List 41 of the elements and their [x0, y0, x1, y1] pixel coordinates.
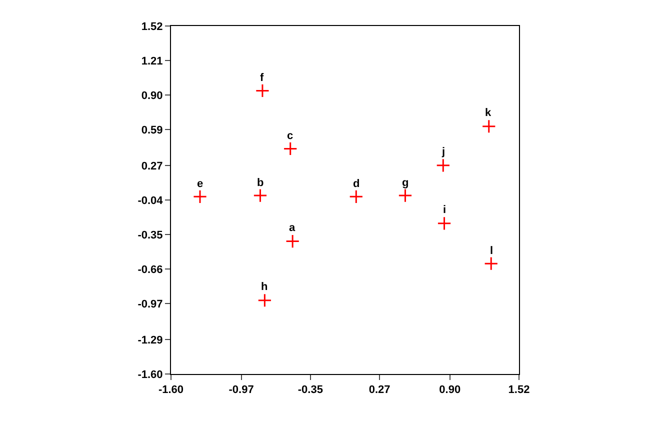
x-tick-label: 1.52	[508, 384, 530, 396]
y-tick-label: 0.27	[141, 160, 163, 172]
point	[349, 190, 364, 204]
point	[192, 190, 208, 204]
point	[484, 256, 498, 271]
annotation: l	[490, 245, 494, 257]
x-tick-label: -1.60	[158, 384, 184, 396]
y-tick-label: -1.29	[138, 334, 163, 346]
annotation: f	[260, 72, 264, 84]
point	[258, 293, 272, 308]
x-tick-label: -0.97	[228, 384, 254, 396]
point	[255, 84, 270, 98]
y-tick-label: -0.04	[138, 194, 164, 207]
y-tick-label: 0.59	[141, 124, 163, 137]
annotation: h	[261, 281, 268, 293]
point	[437, 216, 452, 230]
y-tick-label: -1.60	[138, 368, 163, 381]
point	[283, 142, 298, 156]
y-tick-label: -0.66	[138, 264, 163, 276]
y-tick-label: -0.35	[138, 229, 163, 242]
point	[398, 188, 412, 203]
point	[436, 158, 450, 172]
x-tick-label: -0.35	[298, 384, 323, 396]
annotation: k	[485, 107, 492, 119]
annotation: g	[402, 177, 409, 189]
y-tick-label: -0.97	[138, 298, 163, 311]
annotation: b	[257, 177, 264, 189]
annotation: j	[441, 146, 446, 158]
x-tick-label: 0.27	[368, 384, 390, 396]
y-tick-label: 1.21	[141, 55, 163, 68]
x-tick-label: 0.90	[439, 384, 461, 396]
annotation: i	[443, 204, 446, 216]
annotation: d	[353, 178, 360, 190]
y-tick-label: 0.90	[141, 90, 163, 102]
point	[286, 234, 300, 248]
annotation: a	[289, 222, 296, 234]
annotation: e	[197, 178, 204, 190]
point	[253, 188, 268, 203]
annotation: c	[287, 130, 294, 142]
point	[482, 119, 496, 134]
y-tick-label: 1.52	[141, 20, 163, 33]
